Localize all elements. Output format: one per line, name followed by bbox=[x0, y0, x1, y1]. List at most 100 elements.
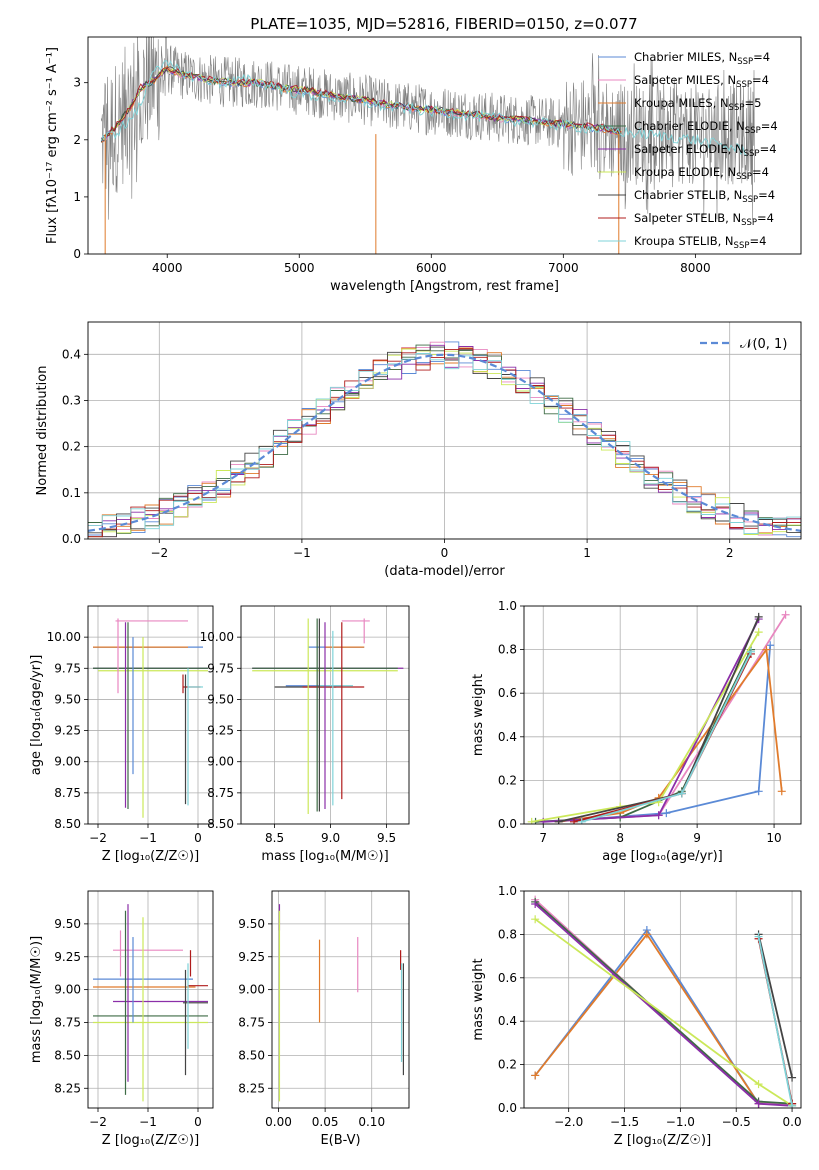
x-tick-label: 0.0 bbox=[783, 1115, 802, 1129]
y-tick-label: 8.50 bbox=[54, 817, 81, 831]
x-tick-label: 0.00 bbox=[265, 1115, 292, 1129]
weight-marker bbox=[531, 900, 540, 909]
y-tick-label: 9.25 bbox=[54, 950, 81, 964]
x-tick-label: −2 bbox=[89, 831, 107, 845]
plot-area bbox=[272, 891, 409, 1108]
x-tick-label: 0.05 bbox=[312, 1115, 339, 1129]
y-tick-label: 8.75 bbox=[54, 786, 81, 800]
weight-marker bbox=[746, 647, 755, 656]
x-tick-label: 7000 bbox=[548, 261, 579, 275]
weight-marker bbox=[531, 1071, 540, 1080]
y-tick-label: 10.00 bbox=[200, 630, 234, 644]
plot-area bbox=[241, 606, 409, 824]
plot-area bbox=[88, 606, 213, 824]
y-tick-label: 9.50 bbox=[207, 692, 234, 706]
x-tick-label: 8 bbox=[616, 831, 624, 845]
weight-marker bbox=[677, 789, 686, 798]
legend-entry: Salpeter ELODIE, NSSP=4 bbox=[634, 142, 777, 159]
axes-frame bbox=[523, 890, 802, 1109]
y-tick-label: 9.50 bbox=[54, 917, 81, 931]
y-tick-label: 9.75 bbox=[207, 661, 234, 675]
axes-frame bbox=[87, 321, 802, 540]
y-tick-label: 0.8 bbox=[498, 927, 517, 941]
y-tick-label: 8.50 bbox=[238, 1048, 265, 1062]
weight-marker bbox=[642, 930, 651, 939]
x-tick-label: −1 bbox=[139, 831, 157, 845]
y-tick-label: 9.25 bbox=[238, 950, 265, 964]
model-spectrum-salpeter_stelib bbox=[100, 67, 622, 140]
y-axis-label: Normed distribution bbox=[35, 366, 50, 496]
panel-weight_vs_age: 7 8 9 10 0.0 0.2 0.4 0.6 0.8 1.0 age [log₁₀(age/yr… bbox=[471, 599, 802, 864]
x-tick-label: 7 bbox=[539, 831, 547, 845]
y-tick-label: 8.50 bbox=[207, 817, 234, 831]
y-axis-label: Flux [fλ10⁻¹⁷ erg cm⁻² s⁻¹ A⁻¹] bbox=[45, 47, 60, 244]
panel-weight_vs_Z: −2.0 −1.5 −1.0 −0.5 0.0 0.0 0.2 0.4 0.6 0.8 1.0 Z [… bbox=[471, 884, 802, 1148]
y-tick-label: 0.0 bbox=[498, 817, 517, 831]
weight-marker bbox=[654, 811, 663, 820]
panel-age_vs_mass: 8.5 9.0 9.5 8.50 8.75 9.00 9.25 9.50 9.75 10.00 ma… bbox=[200, 605, 410, 864]
plot-area bbox=[88, 322, 801, 539]
legend-entry: Chabrier STELIB, NSSP=4 bbox=[634, 188, 775, 205]
axes-frame bbox=[523, 605, 802, 825]
y-tick-label: 9.75 bbox=[54, 661, 81, 675]
weight-marker bbox=[754, 628, 763, 637]
normal-curve bbox=[88, 353, 801, 532]
weight-line-chabrier_stelib bbox=[757, 934, 793, 1078]
y-tick-label: 8.50 bbox=[54, 1048, 81, 1062]
x-tick-label: −2 bbox=[89, 1115, 107, 1129]
x-tick-label: 1 bbox=[583, 546, 591, 560]
weight-marker bbox=[777, 787, 786, 796]
legend-entry: Kroupa STELIB, NSSP=4 bbox=[634, 234, 766, 251]
y-tick-label: 0.0 bbox=[498, 1101, 517, 1115]
x-tick-label: −1.5 bbox=[610, 1115, 639, 1129]
histogram-kroupa_stelib bbox=[88, 353, 801, 535]
panel-mass_vs_ebv: 0.00 0.05 0.10 8.25 8.50 8.75 9.00 9.25 9.50 E(B-… bbox=[238, 890, 410, 1148]
weight-marker bbox=[754, 612, 763, 621]
x-axis-label: E(B-V) bbox=[320, 1133, 360, 1148]
y-tick-label: 9.00 bbox=[54, 755, 81, 769]
y-tick-label: 10.00 bbox=[47, 630, 81, 644]
y-tick-label: 9.00 bbox=[207, 755, 234, 769]
legend-entry: Chabrier ELODIE, NSSP=4 bbox=[634, 119, 778, 136]
x-axis-label: Z [log₁₀(Z/Z☉)] bbox=[614, 1133, 711, 1148]
model-spectrum-kroupa_stelib bbox=[100, 60, 748, 157]
axes-frame bbox=[271, 890, 410, 1109]
y-tick-label: 9.00 bbox=[238, 983, 265, 997]
x-tick-label: −2 bbox=[150, 546, 168, 560]
weight-marker bbox=[766, 641, 775, 650]
weight-marker bbox=[577, 817, 586, 824]
axes-frame bbox=[240, 605, 410, 825]
x-tick-label: 4000 bbox=[152, 261, 183, 275]
y-tick-label: 0.8 bbox=[498, 643, 517, 657]
y-tick-label: 8.75 bbox=[54, 1016, 81, 1030]
x-tick-label: 9.0 bbox=[321, 831, 340, 845]
y-tick-label: 9.50 bbox=[238, 917, 265, 931]
weight-marker bbox=[662, 809, 671, 818]
x-tick-label: −1.0 bbox=[666, 1115, 695, 1129]
y-tick-label: 0 bbox=[73, 247, 81, 261]
y-tick-label: 0.3 bbox=[62, 393, 81, 407]
y-tick-label: 1 bbox=[73, 190, 81, 204]
x-axis-label: mass [log₁₀(M/M☉)] bbox=[261, 849, 388, 864]
y-tick-label: 0.6 bbox=[498, 686, 517, 700]
x-axis-label: Z [log₁₀(Z/Z☉)] bbox=[102, 849, 199, 864]
x-tick-label: −1 bbox=[139, 1115, 157, 1129]
legend-entry: Salpeter MILES, NSSP=4 bbox=[634, 73, 769, 90]
model-spectrum-salpeter_elodie bbox=[100, 69, 622, 141]
y-tick-label: 0.2 bbox=[62, 440, 81, 454]
x-tick-label: 0 bbox=[441, 546, 449, 560]
plot-area bbox=[100, 37, 755, 254]
y-axis-label: mass [log₁₀(M/M☉)] bbox=[29, 936, 44, 1063]
x-tick-label: −1 bbox=[293, 546, 311, 560]
x-tick-label: 0 bbox=[194, 1115, 202, 1129]
y-axis-label: age [log₁₀(age/yr)] bbox=[29, 655, 44, 776]
weight-marker bbox=[788, 1073, 797, 1082]
legend-entry: Salpeter STELIB, NSSP=4 bbox=[634, 211, 774, 228]
weight-marker bbox=[781, 610, 790, 619]
y-tick-label: 0.6 bbox=[498, 971, 517, 985]
x-tick-label: 0.10 bbox=[358, 1115, 385, 1129]
x-tick-label: 9 bbox=[693, 831, 701, 845]
